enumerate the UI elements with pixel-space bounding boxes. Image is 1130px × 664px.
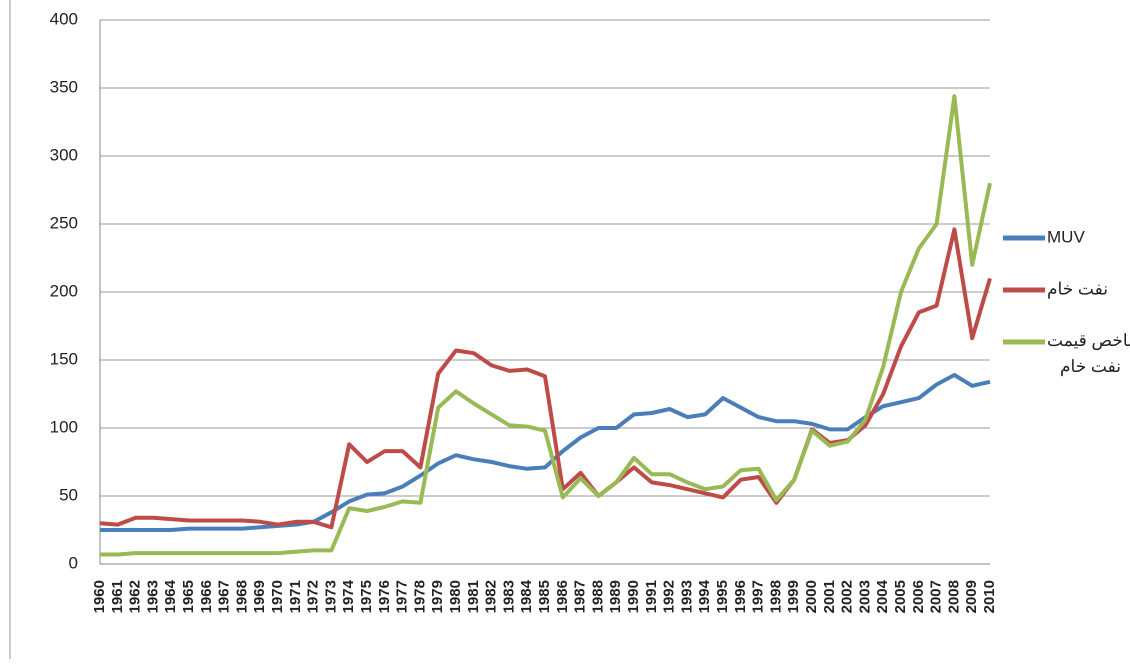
x-tick-label: 1962 xyxy=(127,580,144,613)
x-tick-label: 2004 xyxy=(874,579,891,613)
x-tick-label: 1984 xyxy=(518,579,535,613)
x-tick-label: 1963 xyxy=(144,580,161,613)
legend-label: MUV xyxy=(1047,227,1085,246)
x-tick-label: 1967 xyxy=(216,580,233,613)
x-tick-label: 2007 xyxy=(928,580,945,613)
x-tick-label: 2003 xyxy=(856,580,873,613)
x-tick-label: 1969 xyxy=(251,580,268,613)
x-tick-label: 1990 xyxy=(625,580,642,613)
x-tick-label: 1995 xyxy=(714,580,731,613)
x-tick-label: 2002 xyxy=(839,580,856,613)
x-tick-label: 1966 xyxy=(198,580,215,613)
x-tick-label: 1961 xyxy=(109,580,126,613)
y-tick-label: 350 xyxy=(50,77,78,96)
y-tick-label: 200 xyxy=(50,281,78,300)
y-tick-label: 250 xyxy=(50,213,78,232)
y-tick-label: 150 xyxy=(50,349,78,368)
x-tick-label: 1965 xyxy=(180,580,197,613)
x-tick-label: 1989 xyxy=(607,580,624,613)
x-tick-label: 1971 xyxy=(287,580,304,613)
chart: 0 50 100 150 200 250 300 350 400 1960196119621963… xyxy=(0,0,1130,659)
x-tick-label: 1979 xyxy=(429,580,446,613)
y-tick-label: 100 xyxy=(50,417,78,436)
x-tick-label: 1982 xyxy=(483,580,500,613)
series-line xyxy=(100,96,990,554)
x-tick-label: 1970 xyxy=(269,580,286,613)
x-tick-label: 1968 xyxy=(233,580,250,613)
x-tick-label: 1972 xyxy=(305,580,322,613)
x-tick-label: 2010 xyxy=(981,580,998,613)
x-tick-label: 1977 xyxy=(394,580,411,613)
x-tick-label: 2009 xyxy=(963,580,980,613)
x-tick-label: 1998 xyxy=(767,580,784,613)
x-tick-label: 2006 xyxy=(910,580,927,613)
x-tick-label: 1994 xyxy=(696,579,713,613)
x-tick-label: 2008 xyxy=(945,580,962,613)
y-tick-label: 0 xyxy=(69,553,78,572)
x-tick-label: 1960 xyxy=(91,580,108,613)
x-tick-label: 1981 xyxy=(465,580,482,613)
x-tick-label: 2001 xyxy=(821,580,838,613)
legend-label: نفت خام xyxy=(1047,279,1108,299)
x-tick-label: 1978 xyxy=(411,580,428,613)
x-tick-label: 1985 xyxy=(536,580,553,613)
series-line xyxy=(100,375,990,530)
x-tick-label: 1974 xyxy=(340,579,357,613)
x-tick-label: 1983 xyxy=(500,580,517,613)
x-tick-label: 1986 xyxy=(554,580,571,613)
y-tick-label: 50 xyxy=(59,485,78,504)
x-tick-label: 1975 xyxy=(358,580,375,613)
x-tick-label: 2000 xyxy=(803,580,820,613)
x-tick-label: 1993 xyxy=(678,580,695,613)
x-tick-label: 2005 xyxy=(892,580,909,613)
x-tick-label: 1997 xyxy=(750,580,767,613)
x-tick-label: 1991 xyxy=(643,580,660,613)
y-tick-label: 300 xyxy=(50,145,78,164)
series-line xyxy=(100,229,990,527)
x-tick-label: 1973 xyxy=(322,580,339,613)
x-tick-label: 1976 xyxy=(376,580,393,613)
x-tick-label: 1987 xyxy=(572,580,589,613)
x-tick-label: 1980 xyxy=(447,580,464,613)
y-tick-label: 400 xyxy=(50,9,78,28)
x-tick-label: 1992 xyxy=(661,580,678,613)
x-tick-label: 1999 xyxy=(785,580,802,613)
x-tick-label: 1996 xyxy=(732,580,749,613)
x-tick-label: 1964 xyxy=(162,579,179,613)
x-tick-label: 1988 xyxy=(589,580,606,613)
